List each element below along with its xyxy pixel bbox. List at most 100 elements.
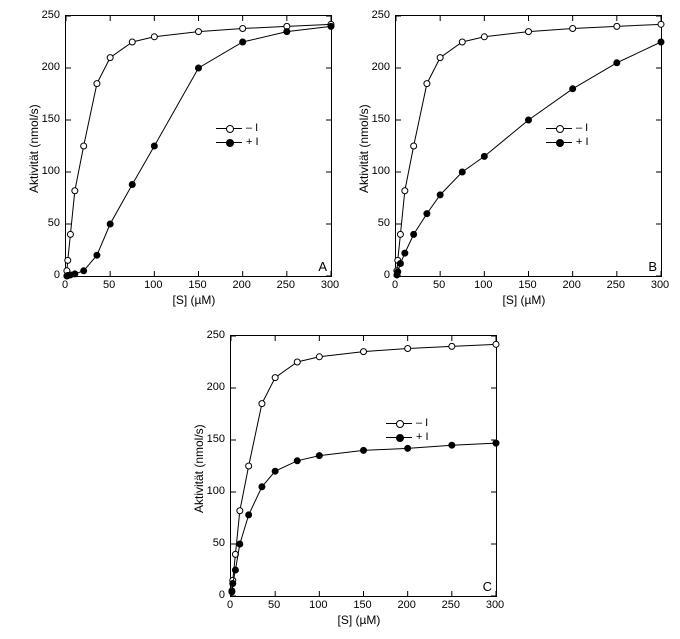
data-marker [424,211,430,217]
data-marker [196,65,202,71]
legend-label: + I [246,135,259,149]
y-tick-label: 250 [207,329,225,341]
x-axis-label: [S] (µM) [503,293,546,307]
x-tick-label: 150 [188,279,206,291]
y-tick-label: 200 [372,61,390,73]
x-tick-label: 150 [518,279,536,291]
data-marker [272,375,278,381]
y-tick-label: 200 [207,381,225,393]
data-marker [459,169,465,175]
data-marker [397,231,403,237]
y-axis-label: Aktivität (nmol/s) [192,424,206,513]
x-tick-label: 300 [486,599,504,611]
data-marker [246,463,252,469]
data-marker [107,221,113,227]
legend-label: + I [576,135,589,149]
data-line [232,344,496,590]
data-marker [151,34,157,40]
y-tick-label: 150 [42,113,60,125]
y-tick-label: 0 [384,269,390,281]
data-marker [395,269,401,275]
x-tick-label: 50 [103,279,115,291]
data-marker [81,268,87,274]
y-tick-label: 50 [378,217,390,229]
x-tick-label: 300 [651,279,669,291]
data-marker [449,343,455,349]
chart-panel-a: A– I+ I [65,15,332,277]
x-tick-label: 0 [227,599,233,611]
y-tick-label: 150 [207,433,225,445]
y-tick-label: 250 [372,9,390,21]
x-tick-label: 50 [268,599,280,611]
data-marker [240,25,246,31]
y-tick-label: 0 [54,269,60,281]
data-marker [570,86,576,92]
data-marker [294,458,300,464]
data-marker [72,188,78,194]
data-marker [437,55,443,61]
data-marker [129,39,135,45]
legend-label: – I [416,416,428,430]
legend: – I+ I [546,121,589,149]
legend-item: + I [546,135,589,149]
data-marker [237,508,243,514]
data-marker [107,55,113,61]
data-marker [196,29,202,35]
data-marker [570,25,576,31]
data-marker [240,39,246,45]
x-tick-label: 250 [442,599,460,611]
x-tick-label: 200 [232,279,250,291]
data-marker [459,39,465,45]
data-marker [526,117,532,123]
x-tick-label: 300 [321,279,339,291]
data-marker [526,29,532,35]
data-marker [232,567,238,573]
data-marker [81,143,87,149]
data-marker [94,252,100,258]
data-marker [328,23,334,29]
data-marker [272,468,278,474]
data-marker [259,484,265,490]
data-marker [405,445,411,451]
data-marker [129,181,135,187]
data-marker [72,271,78,277]
legend-item: – I [386,416,429,430]
y-tick-label: 0 [219,589,225,601]
x-tick-label: 250 [277,279,295,291]
data-marker [230,581,236,587]
data-marker [259,401,265,407]
plot-area [66,16,331,276]
y-tick-label: 150 [372,113,390,125]
legend-item: – I [216,121,259,135]
data-marker [481,34,487,40]
plot-area [396,16,661,276]
y-tick-label: 50 [213,537,225,549]
y-axis-label: Aktivität (nmol/s) [27,104,41,193]
y-axis-label: Aktivität (nmol/s) [357,104,371,193]
data-marker [493,440,499,446]
data-marker [658,39,664,45]
data-marker [316,453,322,459]
legend-item: – I [546,121,589,135]
x-tick-label: 0 [62,279,68,291]
data-marker [405,345,411,351]
x-tick-label: 150 [353,599,371,611]
x-tick-label: 100 [474,279,492,291]
data-marker [316,354,322,360]
data-marker [284,29,290,35]
legend-label: – I [246,121,258,135]
x-tick-label: 50 [433,279,445,291]
x-tick-label: 100 [309,599,327,611]
y-tick-label: 250 [42,9,60,21]
data-marker [294,359,300,365]
data-marker [449,442,455,448]
data-marker [614,23,620,29]
data-marker [402,188,408,194]
x-tick-label: 200 [397,599,415,611]
data-marker [481,153,487,159]
legend-label: + I [416,430,429,444]
chart-panel-b: B– I+ I [395,15,662,277]
data-marker [437,192,443,198]
data-marker [229,589,235,595]
x-axis-label: [S] (µM) [173,293,216,307]
